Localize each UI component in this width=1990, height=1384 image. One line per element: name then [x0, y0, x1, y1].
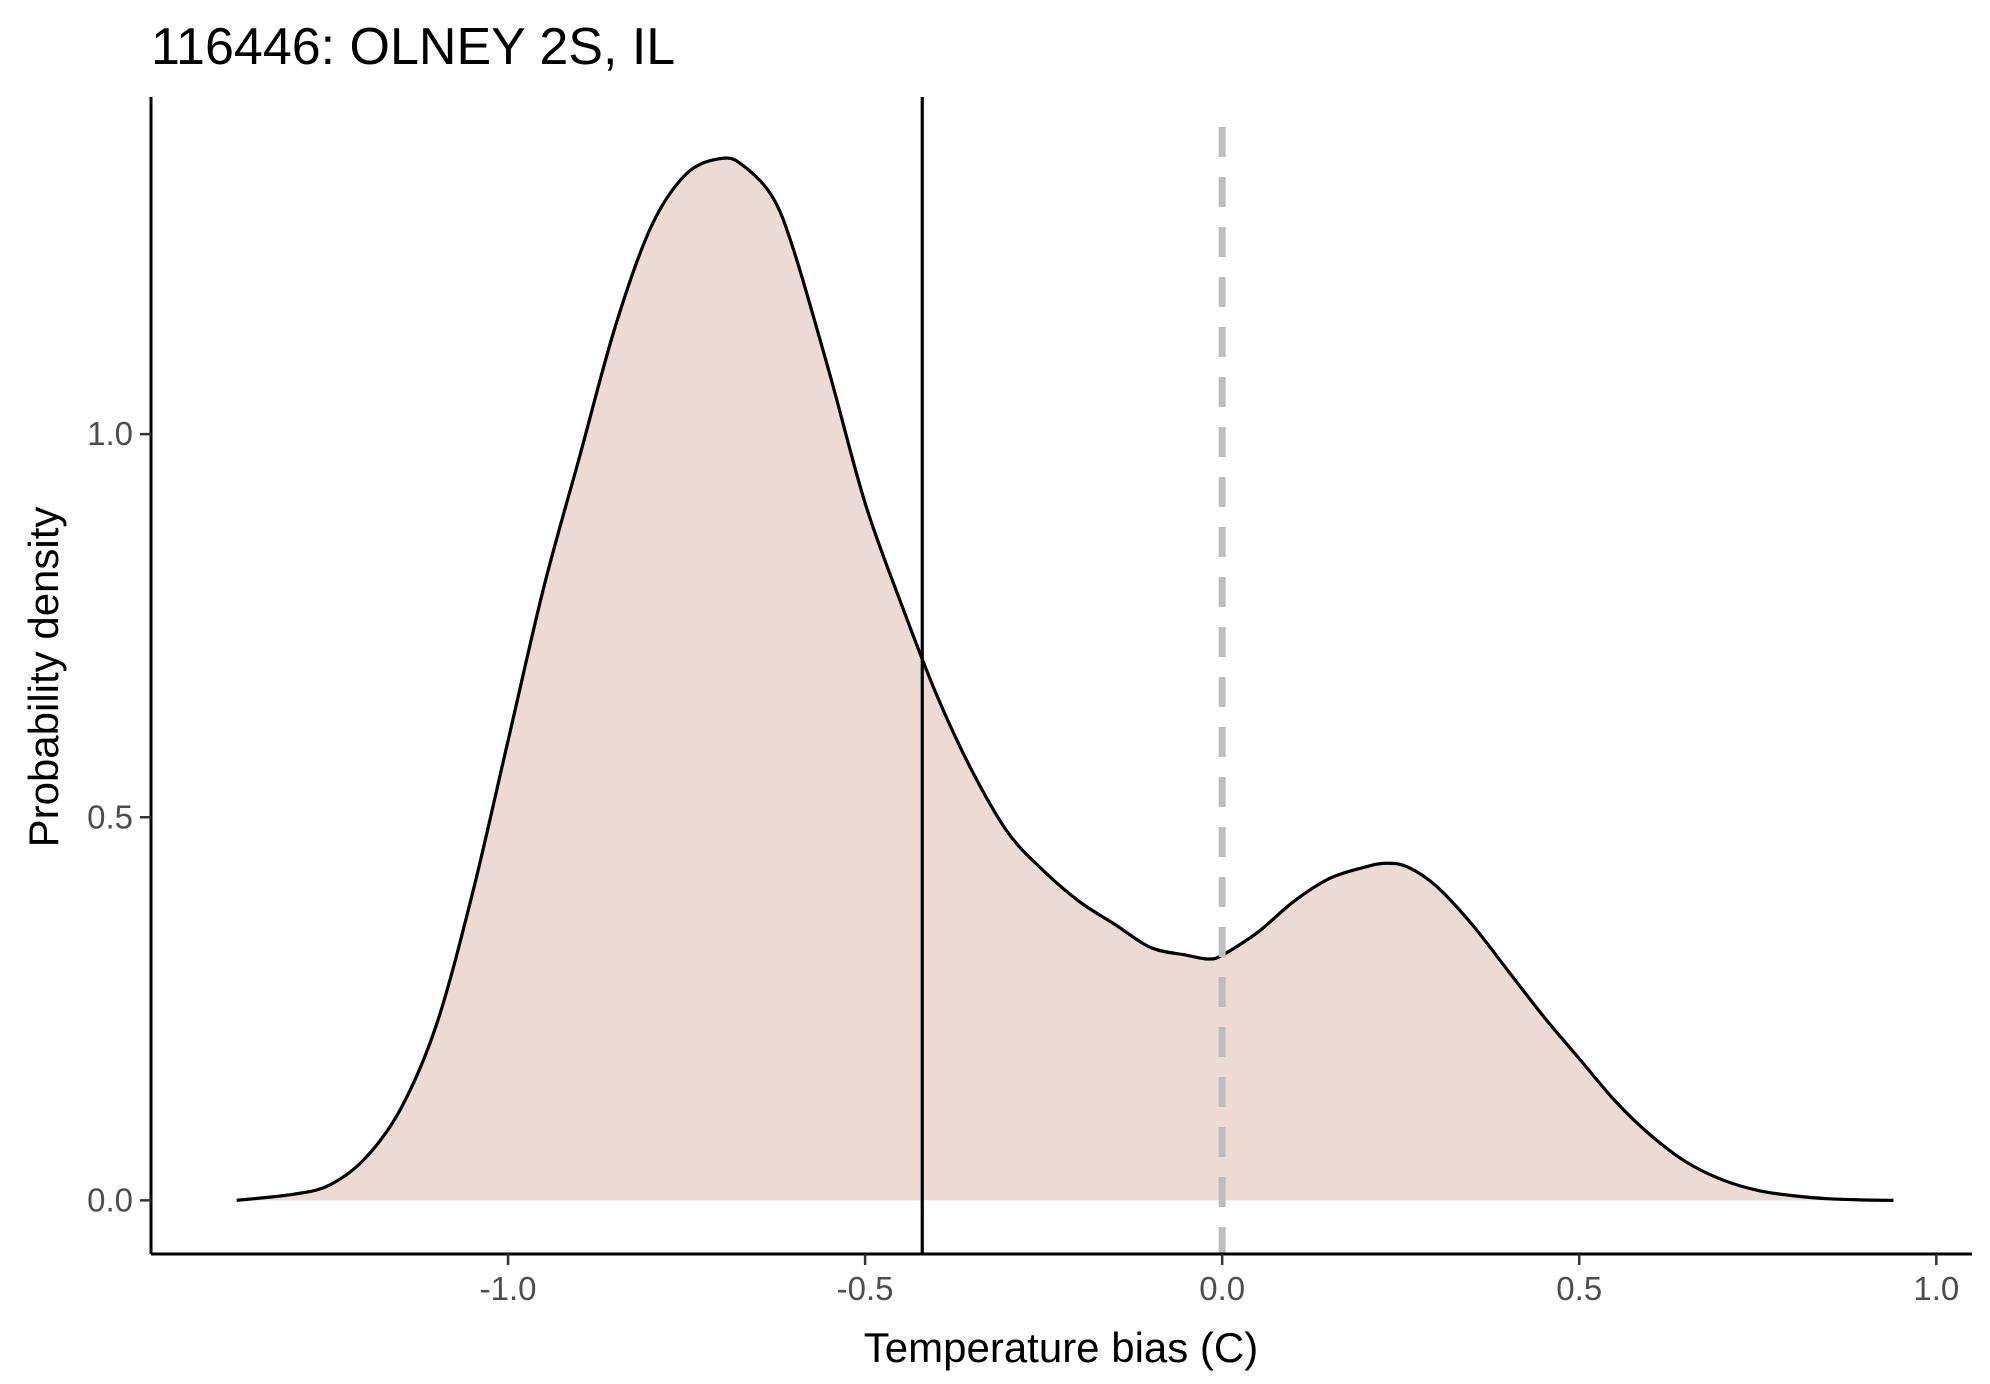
density-area-0	[236, 157, 1894, 1201]
x-tick-label: 0.0	[1199, 1270, 1245, 1307]
chart-title: 116446: OLNEY 2S, IL	[151, 18, 675, 76]
y-tick-label: 1.0	[87, 415, 133, 452]
y-tick-label: 0.5	[87, 798, 133, 835]
plot-area	[236, 97, 1894, 1254]
x-tick-label: -0.5	[837, 1270, 894, 1307]
axes: -1.0 -0.5 0.0 0.5 1.0 0.0 0.5 1.0	[87, 97, 1972, 1307]
density-line-0	[236, 156, 1894, 1202]
x-axis-title: Temperature bias (C)	[864, 1324, 1258, 1371]
y-axis-title: Probability density	[20, 507, 67, 848]
x-tick-label: 0.5	[1556, 1270, 1602, 1307]
y-tick-label: 0.0	[87, 1181, 133, 1218]
x-tick-label: -1.0	[480, 1270, 537, 1307]
x-tick-label: 1.0	[1913, 1270, 1959, 1307]
